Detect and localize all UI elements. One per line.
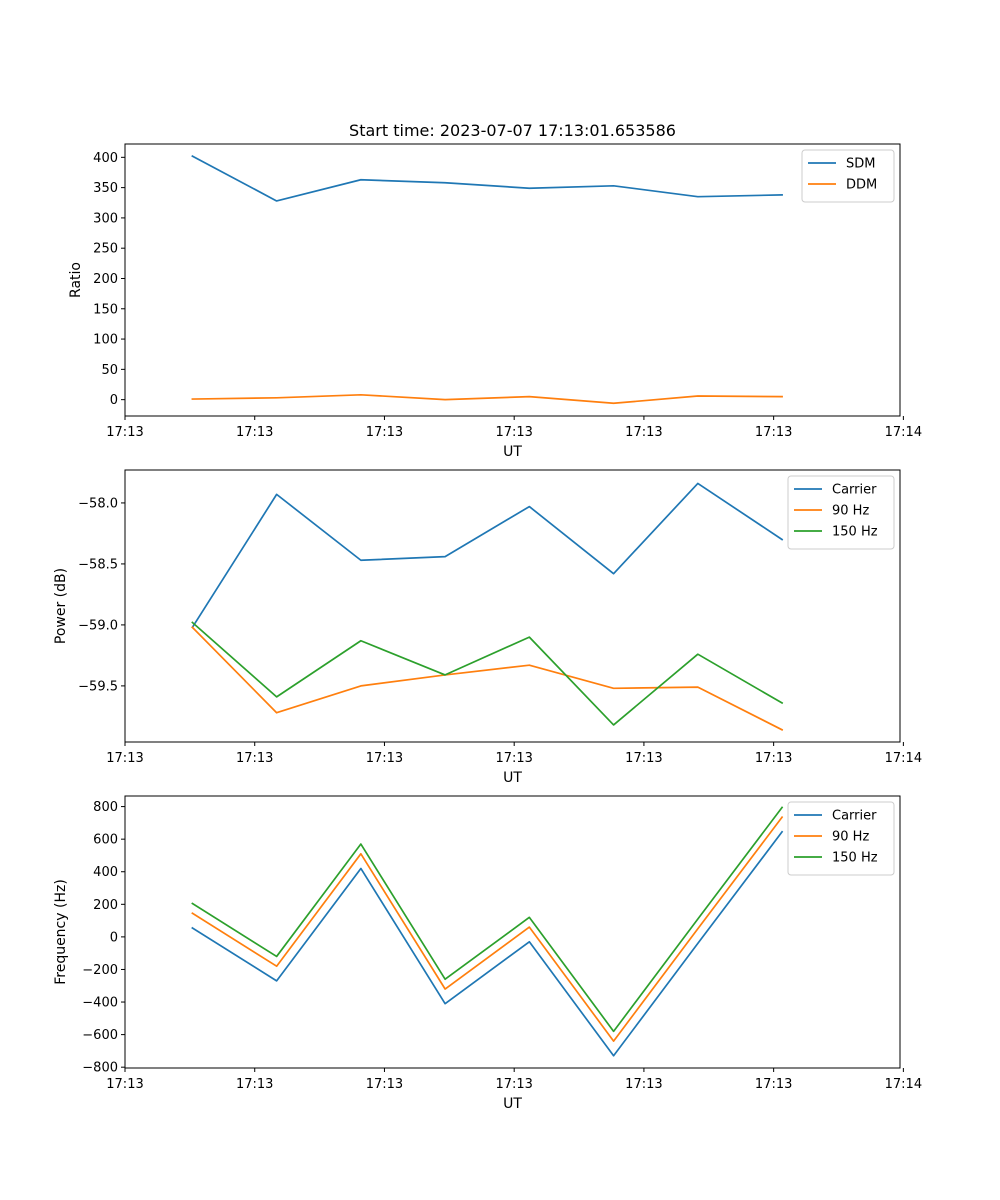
y-tick-label: −59.0	[78, 618, 118, 633]
legend-entry: 90 Hz	[832, 504, 869, 519]
series-line-carrier	[191, 830, 784, 1057]
y-tick-label: −59.5	[78, 679, 118, 694]
x-tick-label: 17:13	[755, 751, 792, 766]
y-tick-label: −58.5	[78, 557, 118, 572]
chart-panel-3: −800 −600 −400 −200 0 200 400 600 800 17:13 17:13 1…	[53, 795, 922, 1112]
series-line-150-hz	[191, 806, 784, 1033]
x-tick-label: 17:13	[495, 1077, 532, 1092]
y-tick-label: 300	[93, 211, 118, 226]
x-tick-label: 17:13	[236, 751, 273, 766]
x-tick-label: 17:13	[625, 425, 662, 440]
y-tick-label: 0	[110, 393, 118, 408]
series-line-ddm	[191, 393, 783, 405]
y-tick-label: 150	[93, 302, 118, 317]
plot-frame	[124, 143, 901, 417]
y-tick-label: 50	[101, 363, 118, 378]
y-tick-label: −800	[82, 1061, 118, 1076]
x-tick-label: 17:13	[366, 1077, 403, 1092]
legend: SDM DDM	[801, 149, 895, 203]
x-tick-label: 17:13	[236, 1077, 273, 1092]
y-tick-label: 250	[93, 242, 118, 257]
x-tick-label: 17:14	[885, 751, 922, 766]
x-tick-label: 17:14	[885, 1077, 922, 1092]
y-tick-label: 600	[93, 833, 118, 848]
y-tick-label: −200	[82, 963, 118, 978]
legend-entry: 150 Hz	[832, 525, 878, 540]
x-tick-label: 17:13	[106, 425, 143, 440]
y-tick-label: −400	[82, 996, 118, 1011]
chart-panel-2: −59.5 −59.0 −58.5 −58.0 17:13 17:13 17:13 17:13…	[53, 469, 922, 786]
y-tick-label: −58.0	[78, 496, 118, 511]
charts-container: 0 50 100 150 200 250 300 350 400 17:13 17:13 17:13 1…	[53, 121, 922, 1112]
y-tick-label: 100	[93, 333, 118, 348]
x-tick-label: 17:13	[755, 1077, 792, 1092]
x-axis-label: UT	[503, 1096, 522, 1112]
y-tick-label: 200	[93, 272, 118, 287]
y-tick-label: 400	[93, 865, 118, 880]
x-tick-label: 17:13	[495, 425, 532, 440]
series-line-90-hz	[191, 626, 784, 731]
series-line-sdm	[191, 154, 783, 202]
y-tick-label: 200	[93, 898, 118, 913]
x-tick-label: 17:13	[755, 425, 792, 440]
legend-entry: 90 Hz	[832, 830, 869, 845]
y-axis-label: Frequency (Hz)	[53, 879, 69, 985]
y-tick-label: 350	[93, 181, 118, 196]
series-line-carrier	[191, 482, 784, 629]
legend: Carrier 90 Hz 150 Hz	[787, 801, 895, 876]
y-tick-label: −600	[82, 1028, 118, 1043]
plot-frame	[124, 469, 901, 743]
x-tick-label: 17:13	[106, 751, 143, 766]
chart-title: Start time: 2023-07-07 17:13:01.653586	[349, 121, 676, 140]
x-tick-label: 17:13	[106, 1077, 143, 1092]
legend: Carrier 90 Hz 150 Hz	[787, 475, 895, 550]
legend-entry: Carrier	[832, 809, 877, 824]
x-tick-label: 17:13	[625, 751, 662, 766]
x-tick-label: 17:14	[885, 425, 922, 440]
x-tick-label: 17:13	[366, 751, 403, 766]
legend-entry: SDM	[846, 157, 875, 172]
series-line-90-hz	[191, 815, 784, 1042]
y-tick-label: 400	[93, 151, 118, 166]
y-axis-label: Ratio	[68, 262, 84, 298]
x-tick-label: 17:13	[366, 425, 403, 440]
plot-frame	[124, 795, 901, 1069]
x-axis-label: UT	[503, 770, 522, 786]
y-tick-label: 800	[93, 800, 118, 815]
x-tick-label: 17:13	[495, 751, 532, 766]
series-line-150-hz	[191, 621, 784, 726]
legend-entry: 150 Hz	[832, 851, 878, 866]
y-tick-label: 0	[110, 930, 118, 945]
legend-entry: DDM	[846, 178, 877, 193]
legend-entry: Carrier	[832, 483, 877, 498]
x-tick-label: 17:13	[236, 425, 273, 440]
x-tick-label: 17:13	[625, 1077, 662, 1092]
y-axis-label: Power (dB)	[53, 568, 69, 644]
x-axis-label: UT	[503, 444, 522, 460]
chart-panel-1: 0 50 100 150 200 250 300 350 400 17:13 17:13 17:13 1…	[68, 121, 922, 460]
